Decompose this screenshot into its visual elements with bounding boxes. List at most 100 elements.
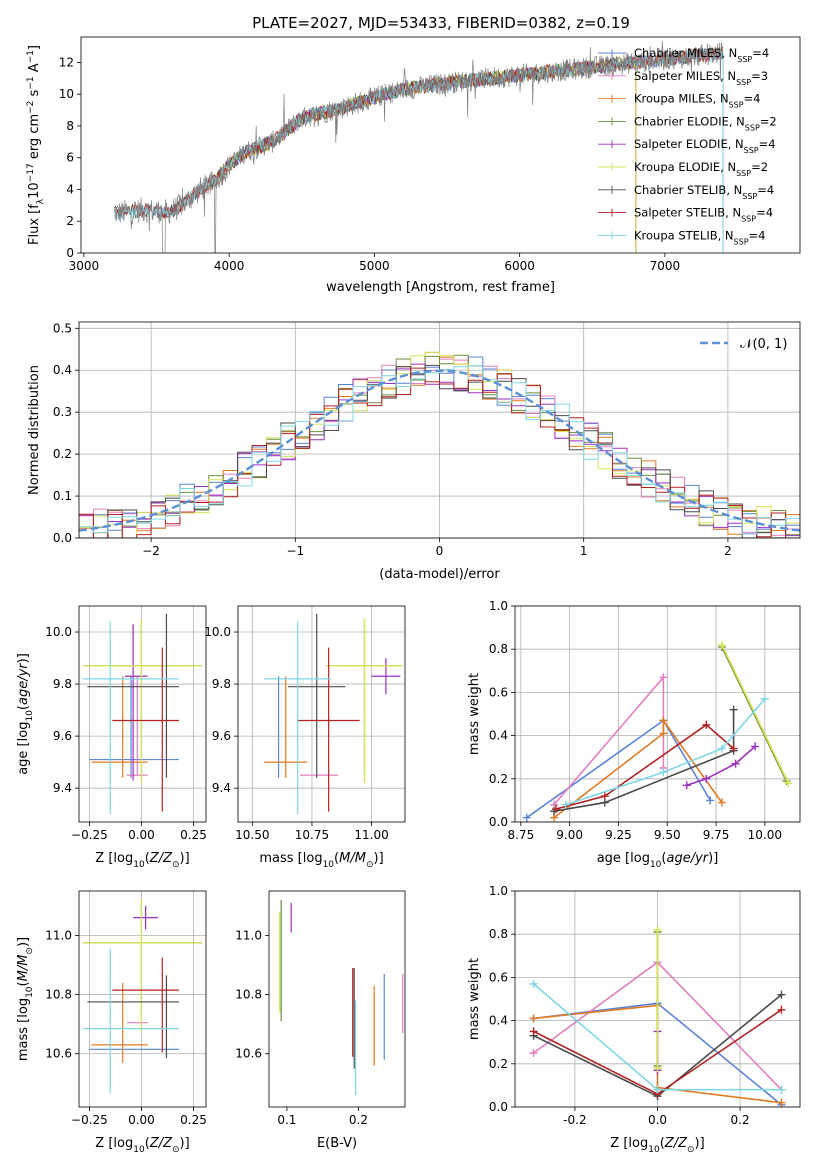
weight-marker [561,800,570,809]
weight-series [551,720,738,814]
legend-label-suffix: =3 [751,69,768,83]
y-tick-label: 9.8 [53,677,72,691]
y-tick-label: 4 [66,182,74,196]
x-axis-label-part: 10 [133,1145,145,1155]
weight-marker [682,781,691,790]
x-axis-label-part: / [158,1136,165,1151]
model-line [114,47,723,221]
errorbar-point [124,624,148,781]
plot-body [529,925,786,1107]
y-axis-label: Normed distribution [27,365,42,495]
x-axis-label-part: ⊙ [172,860,180,870]
legend-label-suffix: =2 [760,114,777,128]
y-tick-label: 1.0 [489,884,508,898]
weight-marker [731,759,740,768]
plot-body [79,351,800,538]
x-axis-label-part: log [628,1136,648,1151]
legend-label-text: Chabrier MILES, N [634,46,737,60]
y-axis-label-part: erg cm [27,114,42,163]
y-tick-label: 2 [66,214,74,228]
errorbar-point [91,982,148,1063]
legend-item: Chabrier STELIB, NSSP=4 [598,183,774,201]
weight-series [529,979,786,1094]
weight-line [555,723,735,810]
x-axis-label-part: Z [ [610,1136,628,1151]
legend-item: Chabrier MILES, NSSP=4 [598,46,769,64]
x-axis-label-part: M [339,851,350,866]
x-axis-label-part: Z [162,851,173,866]
plot-frame [268,890,406,1108]
weight-line [565,698,766,806]
x-axis-label-part: / [690,851,697,866]
weight-marker [659,673,668,682]
legend-label: Kroupa STELIB, NSSP=4 [634,228,765,246]
y-tick-label: 0.4 [53,363,72,377]
y-axis-label-part: −1 [26,50,36,63]
errorbar-point [326,619,403,783]
y-axis-label-part: s [27,89,42,100]
weight-series [529,1005,786,1099]
legend-label-text: Kroupa STELIB, N [634,228,734,242]
legend-label: Salpeter ELODIE, NSSP=4 [634,137,776,155]
chart-mass_vs_ebv: 0.1 0.2 10.6 10.8 11.0 E(B-V) [235,890,406,1151]
errorbar-point [288,613,346,778]
errorbar-point [264,676,308,778]
y-axis-label-part: A [27,63,42,76]
weight-marker [777,1098,786,1107]
legend-label: Chabrier MILES, NSSP=4 [634,46,769,64]
weight-marker [717,798,726,807]
x-axis-label-part: ] [185,851,190,866]
x-axis-label-part: log [113,1136,133,1151]
y-tick-label: 0.0 [489,815,508,829]
x-tick-label: 0.00 [128,828,155,842]
weight-marker [659,729,668,738]
legend-label: Chabrier STELIB, NSSP=4 [634,183,774,201]
y-axis-label-part: ⊙ [25,947,35,955]
weight-marker [529,1014,538,1023]
x-axis-label-part: E(B-V) [317,1136,357,1151]
y-tick-label: 10 [59,87,74,101]
x-tick-label: 0.1 [277,1113,296,1127]
weight-marker [717,744,726,753]
weight-marker [653,1064,662,1073]
x-axis-label-part: ] [700,1136,705,1151]
y-axis-label-part: 10 [25,710,35,722]
chart-age_vs_Z: −0.25 0.00 0.259.49.69.810.0Z [log10(Z/Z⊙)… [16,605,207,870]
plot-body [264,613,403,815]
legend-label-suffix: =4 [757,183,774,197]
chart-age_vs_mass: 10.50 10.75 11.00 9.4 9.6 9.8 10.0 mass [log10(… [204,605,406,870]
legend-item: Kroupa ELODIE, NSSP=2 [598,160,768,178]
y-tick-label: 0.2 [53,447,72,461]
chart-spectrum: 3000 4000 5000 6000 7000 0 2 4 6 8 10 12 wavelength … [26,36,801,295]
weight-marker [529,1027,538,1036]
x-axis-label-part: ) [180,851,185,866]
y-tick-label: 0.8 [489,642,508,656]
weight-marker [729,705,738,714]
y-tick-label: 0.5 [53,321,72,335]
weight-series [550,673,668,809]
y-tick-label: 9.4 [53,781,72,795]
x-axis-label-part: Z [ [95,851,113,866]
errorbar-point [112,647,179,812]
chart-weight_vs_age: 8.75 9.00 9.25 9.50 9.75 10.00 0.0 0.2 0.4 0.6 0.8… [467,599,801,870]
errorbar-point [89,676,179,778]
y-axis-label-part: 10 [25,986,35,998]
legend-label: Kroupa ELODIE, NSSP=2 [634,160,768,178]
weight-marker [702,774,711,783]
x-tick-label: 10.75 [295,828,329,842]
errorbar-point [83,621,179,815]
weight-marker [522,813,531,822]
weight-marker [659,716,668,725]
x-tick-label: 2 [724,544,732,558]
x-tick-label: 0.25 [180,1113,207,1127]
x-axis-label-part: / [349,851,356,866]
x-tick-label: 9.75 [703,828,730,842]
x-tick-label: 10.00 [748,828,782,842]
y-axis-label-part: M [16,970,31,981]
x-tick-label: 9.25 [605,828,632,842]
weight-marker [702,720,711,729]
y-axis-label-part: mass [ [16,1018,31,1061]
weight-series [561,694,769,809]
plot-frame [514,605,801,823]
